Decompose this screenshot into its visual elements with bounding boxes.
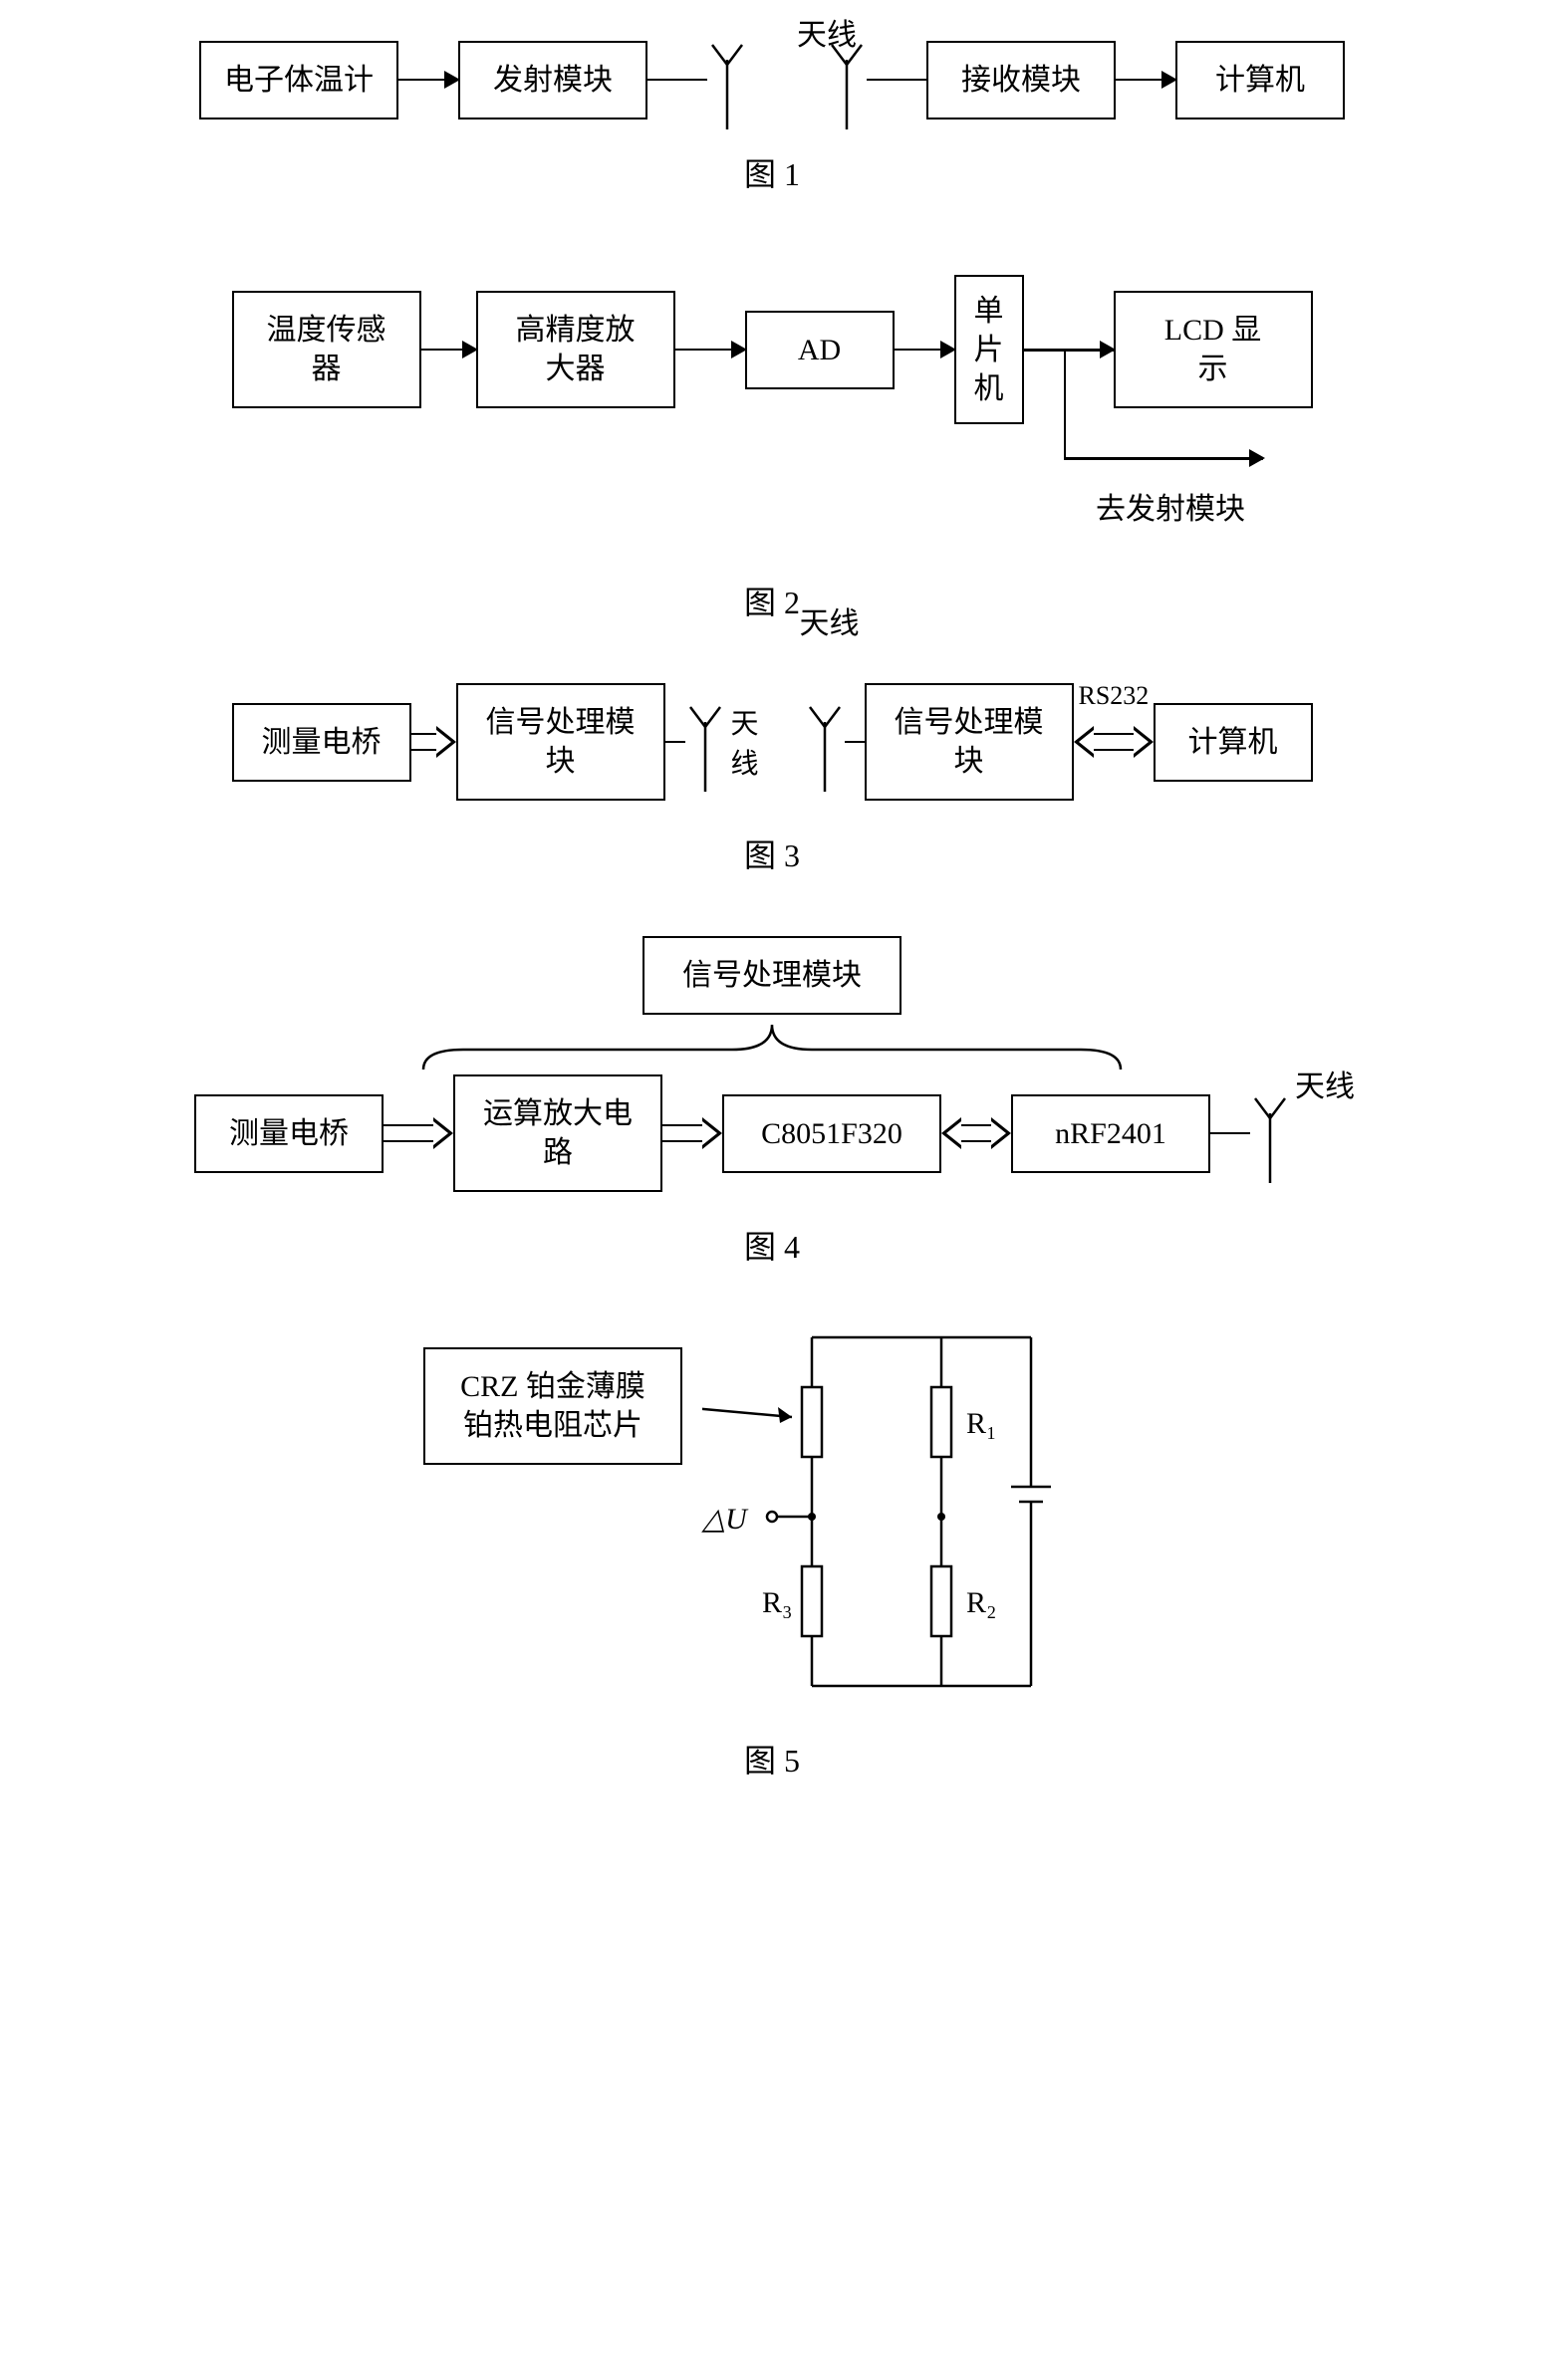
node-sig-proc-tx: 信号处理模 块: [456, 683, 665, 801]
figure-3: 测量电桥 信号处理模 块 天 线 天线 信号处理模 块: [40, 683, 1504, 876]
antenna-icon: [827, 40, 867, 119]
arrow: [895, 349, 954, 352]
hollow-arrow: [384, 1117, 453, 1149]
label-r3: R₃: [762, 1586, 792, 1620]
node-bridge: 测量电桥: [194, 1094, 384, 1173]
antenna-label: 天线: [1295, 1062, 1355, 1105]
node-ad: AD: [745, 311, 895, 389]
hollow-arrow-bidir: [941, 1117, 1011, 1149]
node-amplifier: 高精度放 大器: [476, 291, 675, 408]
node-bridge: 测量电桥: [232, 703, 411, 782]
node-chip: CRZ 铂金薄膜 铂热电阻芯片: [423, 1347, 682, 1465]
node-temp-sensor: 温度传感 器: [232, 291, 421, 408]
figure-5: CRZ 铂金薄膜 铂热电阻芯片: [40, 1327, 1504, 1782]
arrow: [1116, 79, 1175, 82]
line: [1210, 1132, 1250, 1135]
node-opamp: 运算放大电 路: [453, 1074, 662, 1192]
hollow-arrow: [411, 726, 456, 758]
arrow: [421, 349, 476, 352]
arrow: [398, 79, 458, 82]
arrow: [1064, 457, 1263, 460]
label-delta-u: △U: [702, 1502, 747, 1537]
arrow: [1024, 349, 1114, 352]
antenna-label: 天 线: [725, 702, 765, 782]
node-thermometer: 电子体温计: [199, 41, 398, 119]
label-r1: R₁: [966, 1407, 996, 1441]
node-computer: 计算机: [1154, 703, 1313, 782]
branch-label: 去发射模块: [1096, 484, 1345, 528]
figure-caption: 图 3: [40, 831, 1504, 876]
antenna-icon: [707, 40, 747, 119]
figure-caption: 图 5: [40, 1736, 1504, 1782]
node-mcu: 单 片 机: [954, 275, 1024, 424]
node-c8051: C8051F320: [722, 1094, 941, 1173]
node-sig-proc-rx: 信号处理模 块: [865, 683, 1074, 801]
figure-caption: 图 1: [40, 149, 1504, 195]
label-r2: R₂: [966, 1586, 996, 1620]
figure-4: 信号处理模块 测量电桥 运算放大电 路 C8051F320 nRF2401: [40, 936, 1504, 1268]
arrow: [675, 349, 745, 352]
node-tx-module: 发射模块: [458, 41, 647, 119]
node-sig-proc-module: 信号处理模块: [643, 936, 901, 1015]
antenna-icon: [1250, 1093, 1290, 1173]
brace-icon: [403, 1015, 1141, 1074]
antenna-icon: [805, 702, 845, 782]
node-computer: 计算机: [1175, 41, 1345, 119]
circuit-diagram: [702, 1327, 1121, 1706]
figure-caption: 图 4: [40, 1222, 1504, 1268]
line: [845, 741, 865, 744]
figure-1: 天线 电子体温计 发射模块 接收模块 计算机 图 1: [40, 40, 1504, 195]
node-rx-module: 接收模块: [926, 41, 1116, 119]
figure-2: 温度传感 器 高精度放 大器 AD 单 片 机 LCD 显 示 去发射模块 图 …: [40, 275, 1504, 623]
antenna-label: 天线: [800, 598, 880, 642]
rs232-label: RS232: [1079, 681, 1150, 711]
node-lcd: LCD 显 示: [1114, 291, 1313, 408]
line: [867, 79, 926, 82]
node-nrf2401: nRF2401: [1011, 1094, 1210, 1173]
hollow-arrow: [662, 1117, 722, 1149]
line: [647, 79, 707, 82]
antenna-icon: [685, 702, 725, 782]
figure-caption: 图 2: [40, 578, 1504, 623]
line: [1064, 350, 1067, 459]
hollow-arrow-bidir: [1074, 726, 1154, 758]
line: [665, 741, 685, 744]
